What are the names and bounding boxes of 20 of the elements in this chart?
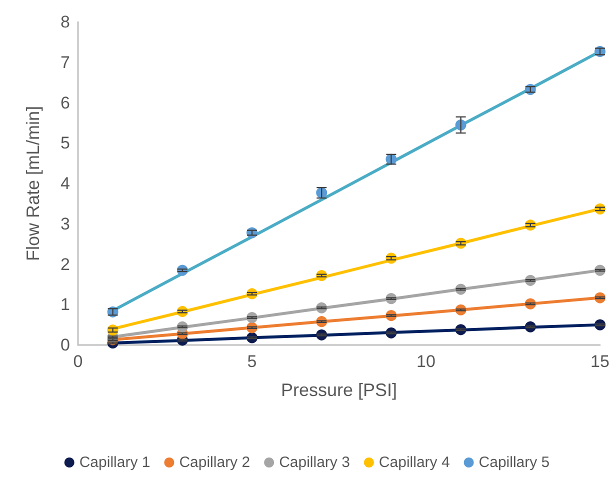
y-axis-title: Flow Rate [mL/min]	[23, 106, 43, 262]
legend-label: Capillary 2	[179, 454, 250, 471]
x-tick-label: 0	[73, 352, 83, 371]
x-tick-label: 10	[416, 352, 436, 371]
y-tick-label: 6	[60, 93, 70, 112]
legend-label: Capillary 5	[478, 454, 550, 471]
y-tick-label: 7	[60, 52, 70, 72]
y-tick-label: 4	[60, 174, 70, 193]
y-tick-label: 0	[60, 336, 70, 354]
y-tick-label: 2	[60, 254, 70, 274]
x-tick-label: 15	[590, 352, 610, 371]
y-tick-label: 1	[60, 295, 70, 314]
legend-label: Capillary 1	[79, 454, 150, 471]
x-tick-label: 5	[247, 352, 257, 371]
x-axis-title: Pressure [PSI]	[280, 380, 398, 400]
y-tick-label: 3	[60, 214, 70, 234]
y-tick-label: 8	[60, 12, 70, 32]
legend-label: Capillary 4	[378, 454, 450, 471]
y-tick-label: 5	[60, 134, 70, 153]
legend-label: Capillary 3	[279, 454, 350, 471]
